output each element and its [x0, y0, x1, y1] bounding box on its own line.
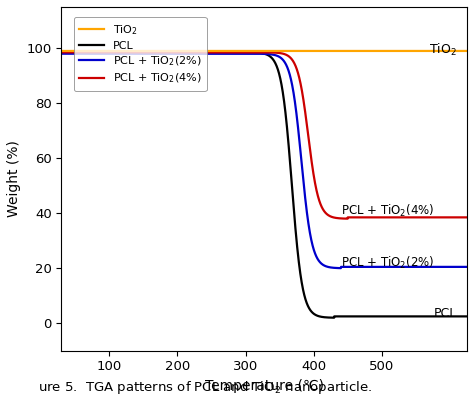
Y-axis label: Weight (%): Weight (%) — [7, 140, 21, 217]
X-axis label: Temperature (℃): Temperature (℃) — [205, 379, 324, 393]
Text: ure 5.  TGA patterns of PCL and TiO$_2$ nanoparticle.: ure 5. TGA patterns of PCL and TiO$_2$ n… — [38, 379, 373, 396]
Text: PCL + TiO$_2$(4%): PCL + TiO$_2$(4%) — [341, 202, 434, 218]
Legend: TiO$_2$, PCL, PCL + TiO$_2$(2%), PCL + TiO$_2$(4%): TiO$_2$, PCL, PCL + TiO$_2$(2%), PCL + T… — [73, 17, 207, 91]
Text: TiO$_2$: TiO$_2$ — [429, 42, 457, 58]
Text: PCL + TiO$_2$(2%): PCL + TiO$_2$(2%) — [341, 255, 434, 271]
Text: PCL: PCL — [434, 307, 457, 320]
